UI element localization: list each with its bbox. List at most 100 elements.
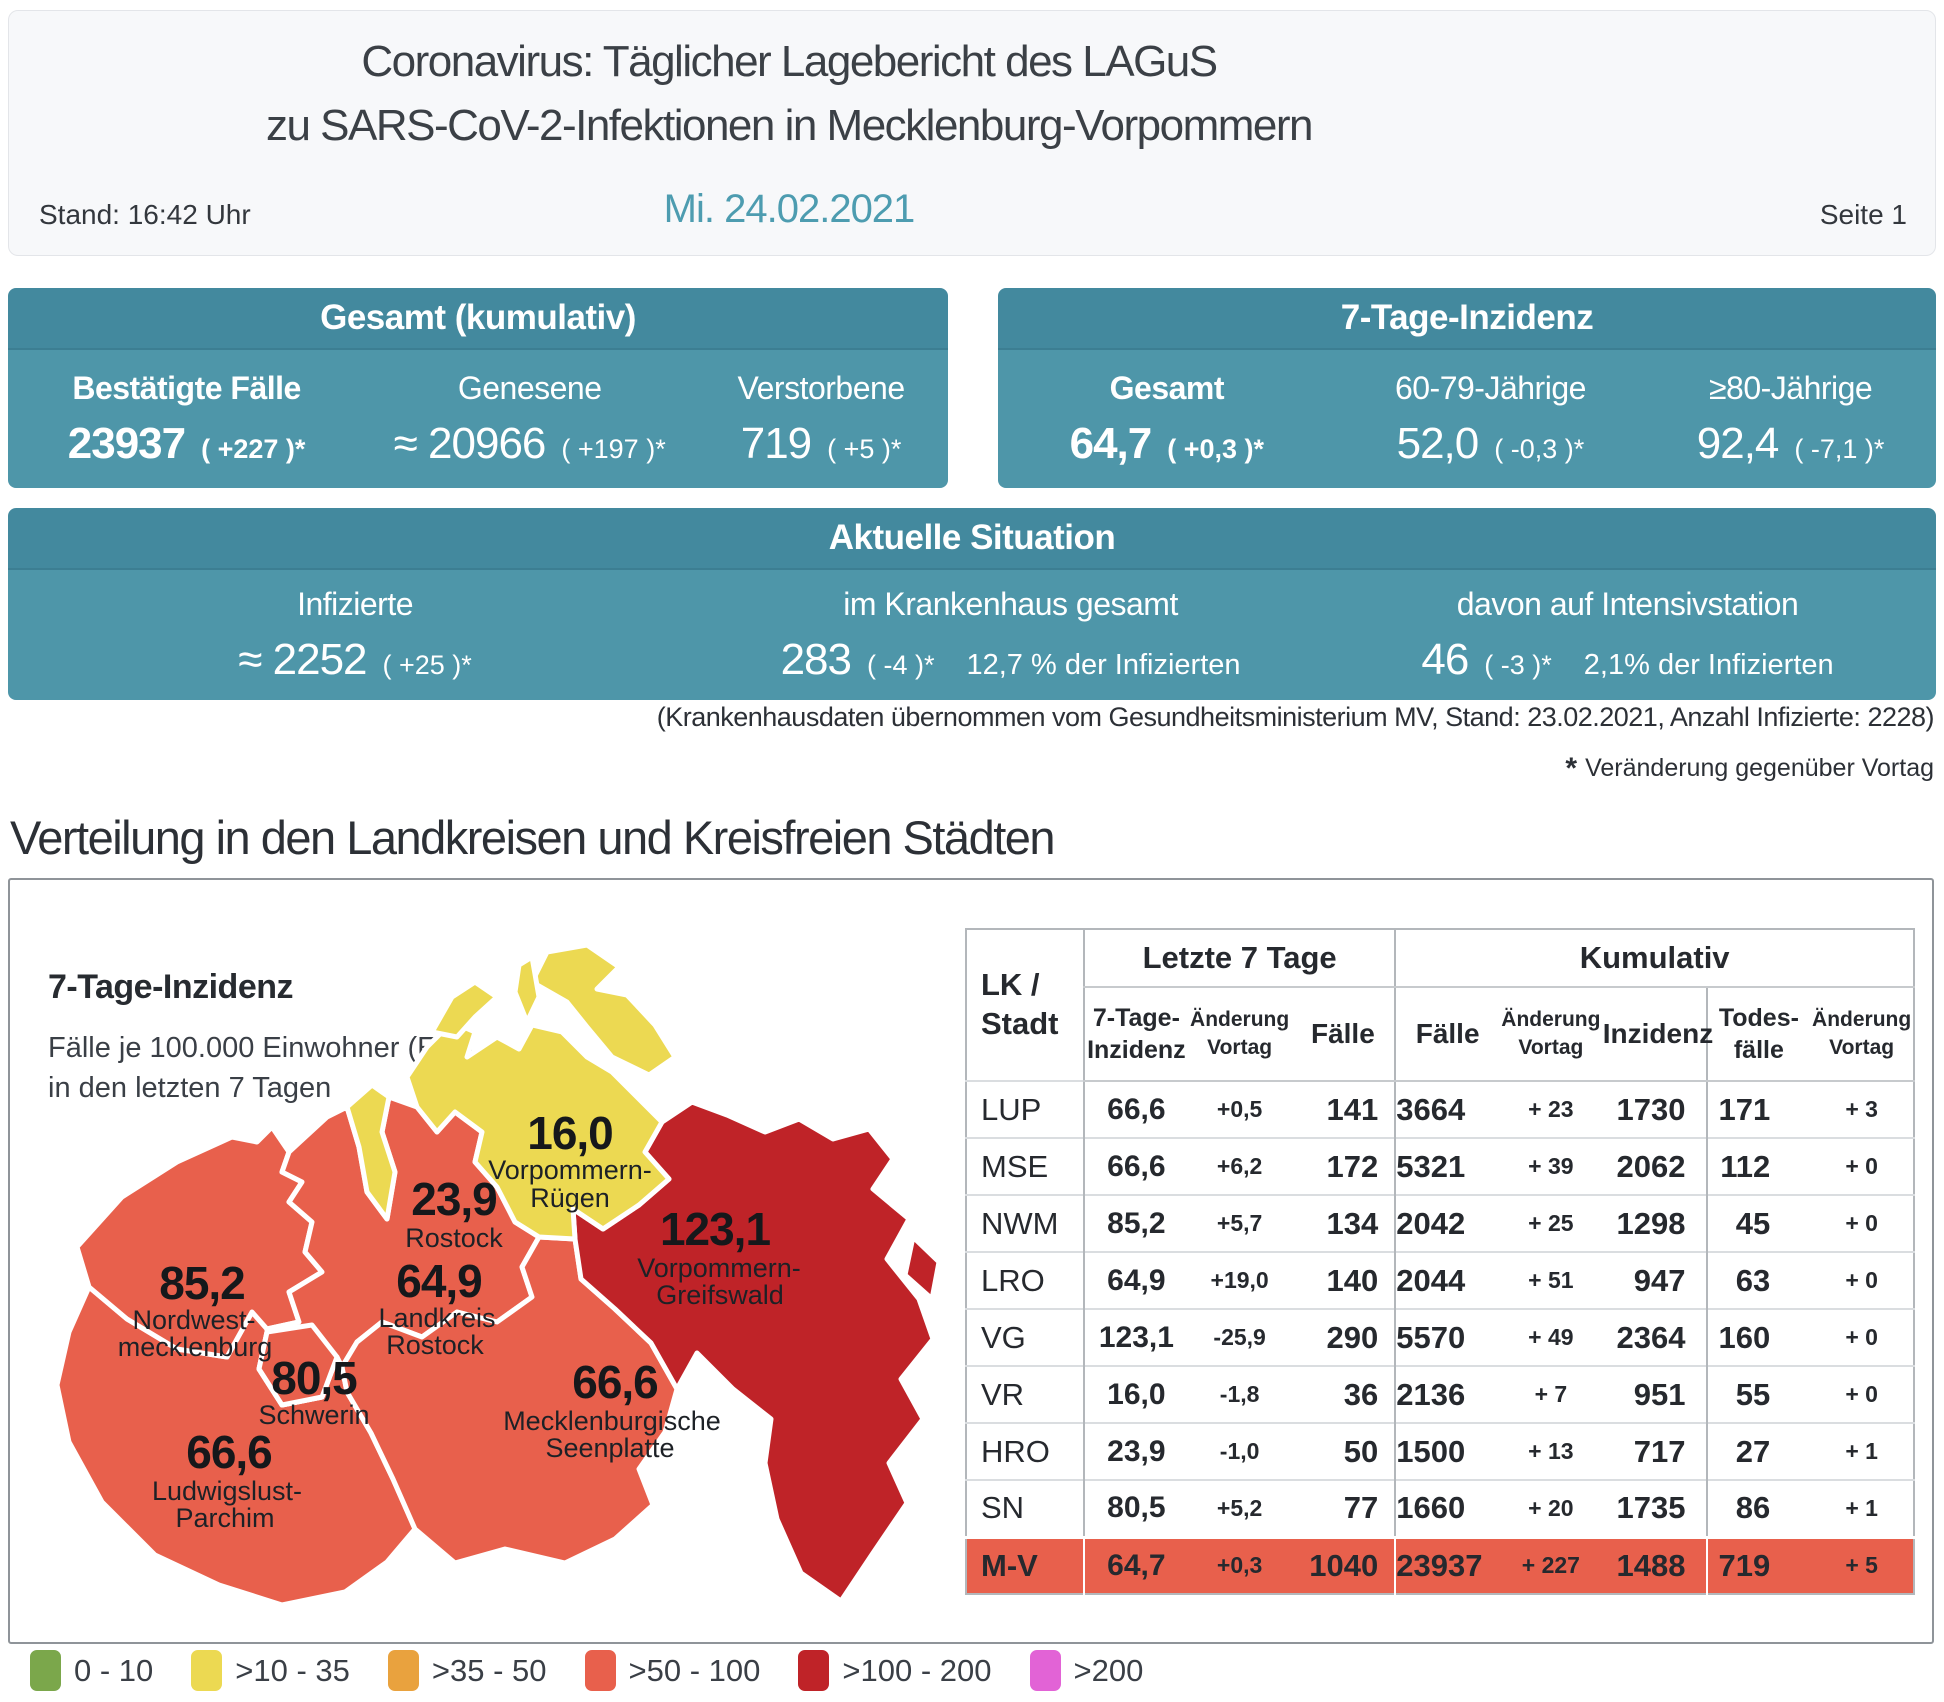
footnote-asterisk: * Veränderung gegenüber Vortag	[1565, 752, 1934, 786]
cell-f: 290	[1291, 1308, 1396, 1366]
stat-label: im Krankenhaus gesamt	[843, 585, 1178, 622]
cell-kf: 2136	[1394, 1365, 1499, 1423]
cell-inz: 66,6	[1083, 1137, 1188, 1195]
map-label-mse-name1: Mecklenburgische	[503, 1406, 721, 1436]
header-aenderung-vortag-kum: Änderung Vortag	[1499, 987, 1603, 1082]
stat-bestaetigte-faelle: Bestätigte Fälle 23937 ( +227 )*	[8, 350, 365, 488]
stat-extra: 12,7 % der Infizierten	[966, 648, 1241, 681]
cell-tod: 45	[1705, 1194, 1811, 1252]
cell-kf: 5570	[1394, 1308, 1499, 1366]
table-row: HRO 23,9 -1,0 50 1500 + 13 717 27 + 1	[966, 1422, 1914, 1480]
cell-tod: 171	[1705, 1080, 1811, 1138]
cell-kinz: 1488	[1602, 1535, 1707, 1594]
stat-genesene: Genesene ≈ 20966 ( +197 )*	[365, 350, 694, 488]
cell-kinz: 951	[1602, 1365, 1707, 1423]
asterisk-text: Veränderung gegenüber Vortag	[1585, 754, 1934, 782]
cell-kchg: + 23	[1499, 1080, 1603, 1138]
stat-label: Genesene	[457, 369, 602, 406]
region-schwerin[interactable]	[256, 1322, 340, 1408]
cell-code: LUP	[966, 1080, 1084, 1138]
cell-tchg: + 0	[1810, 1308, 1914, 1366]
map-label-sn-name1: Schwerin	[258, 1400, 369, 1430]
map-label-vr-name1: Vorpommern-	[488, 1155, 652, 1185]
legend-swatch	[798, 1650, 830, 1691]
cell-inz: 16,0	[1083, 1365, 1188, 1423]
map-label-lup-value: 66,6	[186, 1426, 272, 1478]
report-header: Coronavirus: Täglicher Lagebericht des L…	[8, 10, 1936, 256]
stat-value: 92,4	[1696, 418, 1780, 468]
table-row: NWM 85,2 +5,7 134 2042 + 25 1298 45 + 0	[966, 1194, 1914, 1252]
region-darss[interactable]	[429, 979, 500, 1040]
stat-label: davon auf Intensivstation	[1456, 585, 1799, 622]
cell-kchg: + 227	[1499, 1535, 1603, 1594]
cell-kf: 2044	[1394, 1251, 1499, 1309]
cell-kchg: + 51	[1499, 1251, 1603, 1309]
table-row: LRO 64,9 +19,0 140 2044 + 51 947 63 + 0	[966, 1251, 1914, 1309]
cell-f: 140	[1291, 1251, 1396, 1309]
stat-intensivstation: davon auf Intensivstation 46 ( -3 )* 2,1…	[1319, 570, 1936, 700]
section-title: Verteilung in den Landkreisen und Kreisf…	[10, 811, 1056, 864]
header-todesfaelle: Todes- fälle	[1705, 987, 1811, 1082]
cell-kinz: 717	[1602, 1422, 1707, 1480]
table-row-total: M-V 64,7 +0,3 1040 23937 + 227 1488 719 + 5	[966, 1535, 1914, 1594]
cell-f: 77	[1291, 1479, 1396, 1537]
header-group-letzte-7-tage: Letzte 7 Tage	[1082, 929, 1396, 988]
legend-label: >35 - 50	[431, 1652, 547, 1688]
cell-inz: 64,9	[1083, 1251, 1188, 1309]
map-labels: 16,0 Vorpommern- Rügen 23,9 Rostock 64,9…	[118, 1107, 801, 1533]
stat-inzidenz-60-79: 60-79-Jährige 52,0 ( -0,3 )*	[1336, 350, 1646, 488]
cell-tchg: + 0	[1810, 1365, 1914, 1423]
cell-kinz: 1735	[1602, 1479, 1707, 1537]
cell-kchg: + 39	[1499, 1137, 1603, 1195]
stat-label: Infizierte	[297, 585, 413, 622]
cell-inz: 66,6	[1083, 1080, 1188, 1138]
table-row: VG 123,1 -25,9 290 5570 + 49 2364 160 + 0	[966, 1308, 1914, 1366]
cell-kinz: 1730	[1602, 1080, 1707, 1138]
map-label-vr-value: 16,0	[527, 1107, 613, 1159]
stat-value: 52,0	[1396, 418, 1480, 468]
legend-item: >100 - 200	[798, 1650, 992, 1691]
stat-value: 719	[740, 418, 812, 468]
card-7-tage-inzidenz: 7-Tage-Inzidenz Gesamt 64,7 ( +0,3 )* 60…	[998, 288, 1936, 488]
map-label-hro-value: 23,9	[411, 1173, 497, 1225]
cell-kchg: + 25	[1499, 1194, 1603, 1252]
cell-code: M-V	[966, 1535, 1084, 1594]
legend-item: >10 - 35	[191, 1650, 350, 1691]
card-inzidenz-body: Gesamt 64,7 ( +0,3 )* 60-79-Jährige 52,0…	[998, 350, 1936, 488]
card-gesamt-title: Gesamt (kumulativ)	[8, 288, 948, 350]
stat-value: 23937	[67, 418, 186, 468]
stat-inzidenz-gesamt: Gesamt 64,7 ( +0,3 )*	[998, 350, 1336, 488]
district-table-header: LK / Stadt Letzte 7 Tage Kumulativ 7-Tag…	[966, 929, 1914, 1082]
header-lk-stadt: LK / Stadt	[981, 967, 1059, 1041]
legend-label: >200	[1073, 1652, 1144, 1688]
cell-code: LRO	[966, 1251, 1084, 1309]
region-ruegen-island[interactable]	[529, 942, 678, 1078]
asterisk-mark: *	[1565, 752, 1578, 785]
legend-item: >200	[1029, 1650, 1144, 1691]
stat-label: Bestätigte Fälle	[72, 369, 301, 406]
cell-tchg: + 0	[1810, 1194, 1914, 1252]
table-row: VR 16,0 -1,8 36 2136 + 7 951 55 + 0	[966, 1365, 1914, 1423]
region-vorpommern-greifswald-island[interactable]	[902, 1234, 942, 1302]
map-title: 7-Tage-Inzidenz	[48, 968, 294, 1006]
cell-tod: 55	[1705, 1365, 1811, 1423]
map-subtitle-1: Fälle je 100.000 Einwohner (EW)	[48, 1032, 474, 1064]
cell-kf: 1500	[1394, 1422, 1499, 1480]
cell-kinz: 947	[1602, 1251, 1707, 1309]
region-rostock-stadt[interactable]	[344, 1082, 398, 1222]
stat-value: 64,7	[1069, 418, 1153, 468]
stat-krankenhaus: im Krankenhaus gesamt 283 ( -4 )* 12,7 %…	[702, 570, 1319, 700]
cell-tod: 160	[1705, 1308, 1811, 1366]
report-date: Mi. 24.02.2021	[663, 187, 916, 231]
cell-f: 1040	[1291, 1535, 1396, 1594]
cell-tchg: + 0	[1810, 1137, 1914, 1195]
region-mecklenburgische-seenplatte[interactable]	[339, 1234, 680, 1566]
map-label-sn-value: 80,5	[271, 1352, 357, 1404]
stat-label: ≥80-Jährige	[1708, 369, 1873, 406]
cell-tod: 27	[1705, 1422, 1811, 1480]
cell-tod: 719	[1705, 1535, 1811, 1594]
region-hiddensee-island[interactable]	[512, 954, 542, 1025]
cell-code: NWM	[966, 1194, 1084, 1252]
stat-change: ( +227 )*	[201, 433, 306, 464]
region-vorpommern-greifswald[interactable]	[570, 1099, 936, 1604]
